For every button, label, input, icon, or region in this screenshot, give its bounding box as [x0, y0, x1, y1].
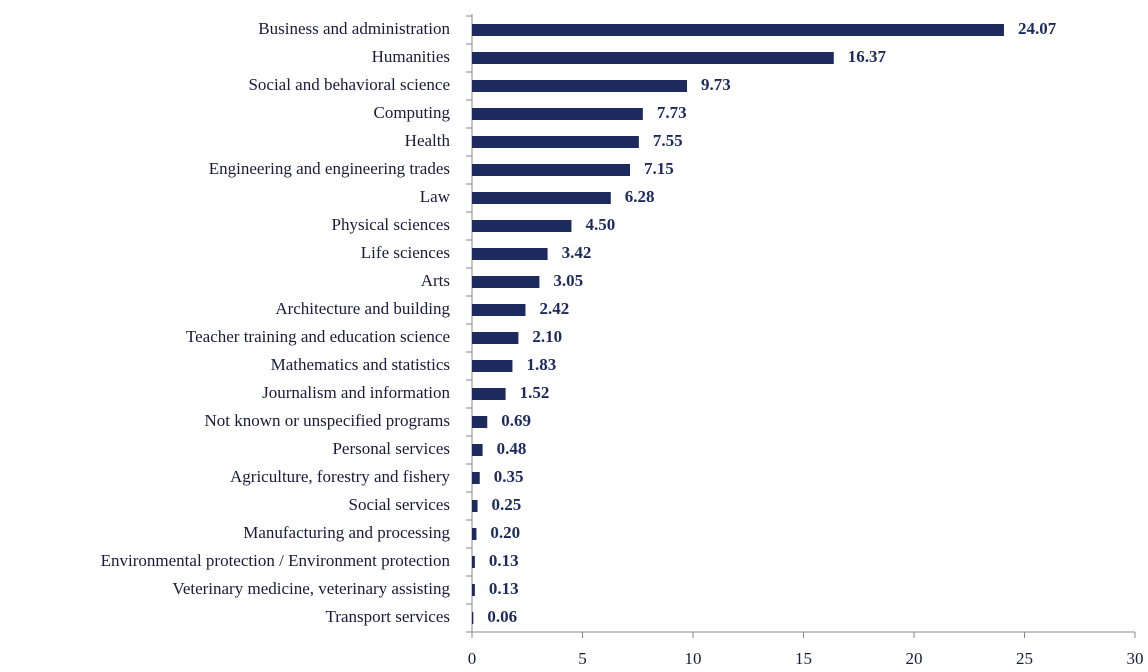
value-label: 0.13 [489, 551, 519, 570]
value-label: 7.73 [657, 103, 687, 122]
bar [472, 332, 519, 344]
category-label: Social services [349, 495, 451, 514]
category-label: Not known or unspecified programs [204, 411, 450, 430]
value-label: 6.28 [625, 187, 655, 206]
value-label: 2.42 [539, 299, 569, 318]
value-label: 16.37 [848, 47, 887, 66]
bar [472, 528, 477, 540]
bar [472, 52, 834, 64]
value-label: 7.55 [653, 131, 683, 150]
bar [472, 164, 631, 176]
bar [472, 612, 474, 624]
category-label: Physical sciences [332, 215, 451, 234]
category-label: Teacher training and education science [186, 327, 450, 346]
category-label: Social and behavioral science [248, 75, 450, 94]
bar [472, 360, 513, 372]
value-label: 0.69 [501, 411, 531, 430]
x-tick-label: 30 [1127, 649, 1144, 668]
value-label: 0.06 [487, 607, 517, 626]
value-label: 4.50 [585, 215, 615, 234]
category-label: Life sciences [361, 243, 450, 262]
bar [472, 444, 483, 456]
value-label: 3.05 [553, 271, 583, 290]
bar [472, 556, 475, 568]
value-label: 0.20 [490, 523, 520, 542]
bar [472, 80, 688, 92]
category-label: Mathematics and statistics [271, 355, 450, 374]
bar [472, 192, 611, 204]
category-label: Law [420, 187, 451, 206]
bar [472, 136, 639, 148]
category-label: Personal services [332, 439, 450, 458]
category-label: Computing [373, 103, 450, 122]
x-tick-label: 20 [906, 649, 923, 668]
category-label: Arts [421, 271, 450, 290]
x-tick-label: 25 [1016, 649, 1033, 668]
category-label: Veterinary medicine, veterinary assistin… [172, 579, 450, 598]
category-label: Engineering and engineering trades [209, 159, 450, 178]
bar [472, 220, 572, 232]
category-label: Health [405, 131, 451, 150]
bar [472, 388, 506, 400]
value-label: 0.35 [494, 467, 524, 486]
value-label: 0.13 [489, 579, 519, 598]
bar [472, 276, 540, 288]
category-label: Manufacturing and processing [243, 523, 450, 542]
bar [472, 304, 526, 316]
category-label: Environmental protection / Environment p… [101, 551, 451, 570]
category-label: Transport services [326, 607, 451, 626]
value-label: 7.15 [644, 159, 674, 178]
category-label: Humanities [372, 47, 450, 66]
x-tick-label: 0 [468, 649, 477, 668]
category-label: Business and administration [258, 19, 450, 38]
x-tick-label: 10 [685, 649, 702, 668]
bar [472, 416, 488, 428]
bar [472, 584, 475, 596]
bar [472, 108, 643, 120]
value-label: 24.07 [1018, 19, 1057, 38]
value-label: 1.52 [520, 383, 550, 402]
bar [472, 24, 1004, 36]
category-label: Architecture and building [275, 299, 450, 318]
bar [472, 472, 480, 484]
category-label: Agriculture, forestry and fishery [230, 467, 450, 486]
value-label: 1.83 [526, 355, 556, 374]
category-label: Journalism and information [262, 383, 450, 402]
x-tick-label: 15 [795, 649, 812, 668]
value-label: 0.25 [492, 495, 522, 514]
bar [472, 248, 548, 260]
x-tick-label: 5 [578, 649, 587, 668]
value-label: 9.73 [701, 75, 731, 94]
value-label: 0.48 [497, 439, 527, 458]
bar [472, 500, 478, 512]
value-label: 3.42 [562, 243, 592, 262]
value-label: 2.10 [532, 327, 562, 346]
